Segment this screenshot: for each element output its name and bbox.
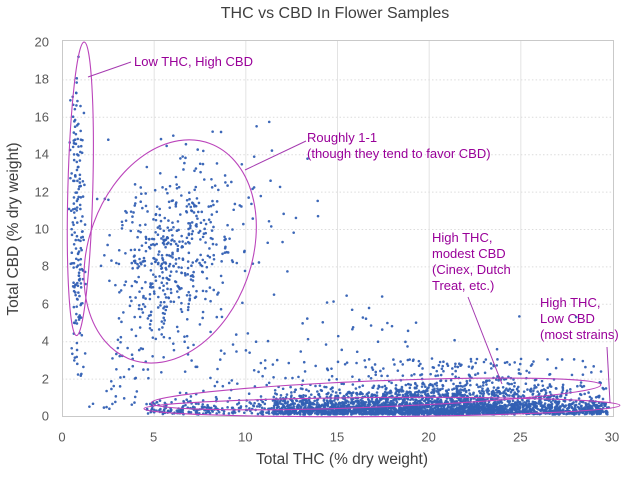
x-tick-label: 0 bbox=[58, 429, 66, 445]
x-tick-label: 30 bbox=[604, 429, 620, 445]
y-tick-label: 18 bbox=[34, 71, 49, 87]
y-tick-label: 20 bbox=[34, 34, 49, 50]
y-tick-label: 10 bbox=[34, 221, 49, 237]
x-axis-title: Total THC (% dry weight) bbox=[256, 451, 428, 468]
chart-title: THC vs CBD In Flower Samples bbox=[220, 5, 450, 22]
annotation-high-thc-low-cbd: High THC, Low CBD (most strains) bbox=[540, 295, 619, 342]
annotation-low-thc-high-cbd: Low THC, High CBD bbox=[134, 54, 253, 69]
x-tick-label: 5 bbox=[150, 429, 158, 445]
y-tick-label: 0 bbox=[41, 408, 49, 424]
y-tick-label: 8 bbox=[41, 258, 49, 274]
x-tick-label: 15 bbox=[329, 429, 345, 445]
y-tick-label: 16 bbox=[34, 109, 49, 125]
y-axis-title: Total CBD (% dry weight) bbox=[5, 142, 22, 316]
x-tick-label: 20 bbox=[421, 429, 436, 445]
y-tick-label: 14 bbox=[34, 146, 49, 162]
y-tick-label: 4 bbox=[41, 333, 49, 349]
y-tick-label: 2 bbox=[41, 371, 49, 387]
y-tick-label: 12 bbox=[34, 184, 49, 200]
annotation-high-thc-modest-cbd: High THC, modest CBD (Cinex, Dutch Treat… bbox=[432, 230, 511, 293]
y-tick-label: 6 bbox=[41, 296, 49, 312]
x-tick-label: 10 bbox=[238, 429, 253, 445]
annotation-roughly-1-1: Roughly 1-1 (though they tend to favor C… bbox=[307, 130, 491, 161]
x-tick-label: 25 bbox=[513, 429, 528, 445]
